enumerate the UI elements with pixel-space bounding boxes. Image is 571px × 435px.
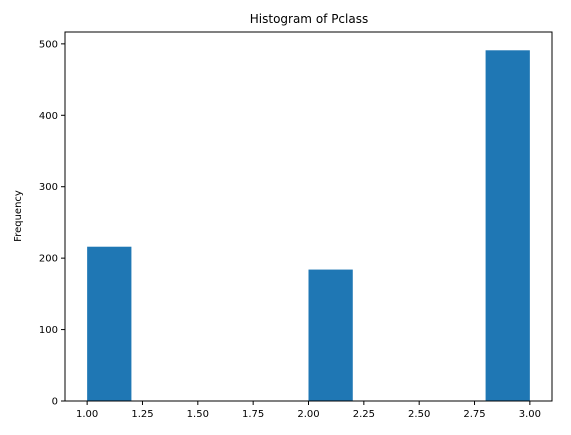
x-tick-label: 2.25	[353, 409, 375, 420]
bars-group	[87, 50, 530, 401]
y-tick-label: 0	[52, 397, 58, 408]
histogram-bar-0	[87, 246, 132, 401]
plot-frame	[64, 31, 553, 402]
y-tick-label: 100	[39, 325, 58, 336]
histogram-bar-5	[308, 269, 353, 401]
histogram-bar-9	[485, 50, 530, 401]
y-axis-label: Frequency	[13, 190, 24, 242]
x-tick-label: 2.50	[408, 409, 430, 420]
y-tick-label: 500	[39, 39, 58, 50]
y-axis-ticks: 0 100 200 300 400 500	[39, 39, 65, 408]
y-tick-label: 400	[39, 111, 58, 122]
y-tick-label: 200	[39, 254, 58, 265]
x-tick-label: 1.25	[131, 409, 153, 420]
chart-title: Histogram of Pclass	[250, 12, 368, 26]
x-axis-ticks: 1.00 1.25 1.50 1.75 2.00 2.25 2.50 2.75 3.00	[76, 401, 541, 420]
x-tick-label: 1.75	[242, 409, 264, 420]
x-tick-label: 3.00	[519, 409, 541, 420]
x-tick-label: 1.50	[187, 409, 209, 420]
x-tick-label: 2.00	[297, 409, 319, 420]
x-tick-label: 2.75	[463, 409, 485, 420]
y-tick-label: 300	[39, 182, 58, 193]
x-tick-label: 1.00	[76, 409, 98, 420]
